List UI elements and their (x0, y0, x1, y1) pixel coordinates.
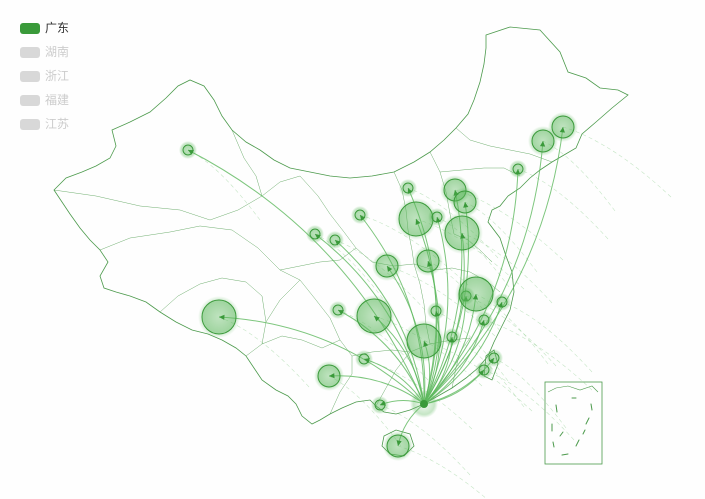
flow-line-inactive (454, 189, 564, 261)
flow-line-inactive (501, 301, 593, 373)
flow-line-inactive (359, 214, 469, 286)
origin-marker[interactable] (420, 400, 428, 408)
flow-arrowhead (360, 215, 366, 221)
flow-arrowhead (423, 341, 429, 347)
flow-arrowhead (329, 373, 335, 379)
legend-label: 浙江 (45, 69, 70, 83)
flow-arrowhead (396, 440, 402, 446)
flow-line (359, 214, 425, 405)
legend-swatch (20, 46, 40, 58)
legend-label: 江苏 (45, 117, 70, 131)
flow-line-inactive (517, 168, 609, 240)
destination-markers (179, 112, 578, 461)
legend-label: 广东 (45, 21, 70, 35)
flow-line-inactive (397, 445, 488, 499)
flow-arrowhead (415, 219, 421, 225)
flow-line-inactive (562, 126, 672, 198)
flow-arrowhead (480, 320, 486, 326)
legend-swatch (20, 118, 40, 130)
flow-arrowhead (338, 310, 344, 315)
flow-arrowhead (478, 370, 484, 376)
flow-arrowhead (315, 234, 321, 240)
flow-arrowhead (539, 141, 546, 147)
flow-arrowhead (387, 266, 393, 272)
legend-item-jiangsu[interactable]: 江苏 (20, 112, 69, 136)
flow-arrowhead (460, 233, 466, 239)
legend-swatch (20, 22, 40, 34)
flow-arrowhead (488, 358, 494, 364)
south-china-sea-inset (544, 381, 603, 465)
flow-line (218, 316, 425, 405)
flow-line (337, 309, 425, 405)
legend: 广东 湖南 浙江 福建 江苏 (20, 16, 69, 136)
flow-line-inactive (483, 369, 575, 441)
flow-line-inactive (379, 404, 471, 476)
legend-item-fujian[interactable]: 福建 (20, 88, 69, 112)
flow-arrowhead (380, 400, 386, 406)
flow-arrowhead (463, 202, 469, 208)
flow-arrowhead (497, 302, 503, 308)
flow-arrowhead (407, 188, 413, 194)
legend-item-zhejiang[interactable]: 浙江 (20, 64, 69, 88)
flow-arrowhead (515, 169, 521, 175)
flow-arrowhead (559, 127, 565, 133)
flow-arrowhead (364, 358, 370, 364)
flow-arrowhead (427, 261, 433, 267)
flow-arrowhead (449, 337, 455, 343)
flow-line (423, 126, 564, 405)
legend-label: 湖南 (45, 45, 70, 59)
flow-arrowhead (434, 311, 440, 317)
legend-swatch (20, 94, 40, 106)
flow-arrowhead (374, 316, 380, 322)
flow-arrowhead (335, 240, 341, 246)
flow-arrowhead (219, 314, 225, 320)
flow-line (187, 149, 425, 405)
flow-line-inactive (483, 319, 593, 391)
legend-swatch (20, 70, 40, 82)
flow-arrowhead (472, 294, 479, 300)
flow-line-inactive (423, 340, 533, 412)
legend-item-hunan[interactable]: 湖南 (20, 40, 69, 64)
flow-line (423, 140, 544, 405)
flow-line (423, 232, 465, 405)
flow-arrowhead (188, 150, 194, 155)
flow-line-inactive (493, 357, 567, 429)
flow-line-inactive (407, 187, 499, 259)
flow-line (423, 301, 503, 405)
flow-line-inactive (542, 140, 616, 212)
legend-item-guangdong[interactable]: 广东 (20, 16, 69, 40)
country-border (53, 26, 629, 425)
flow-arrowhead (435, 217, 441, 223)
legend-label: 福建 (45, 93, 70, 107)
flow-line-inactive (187, 149, 261, 221)
